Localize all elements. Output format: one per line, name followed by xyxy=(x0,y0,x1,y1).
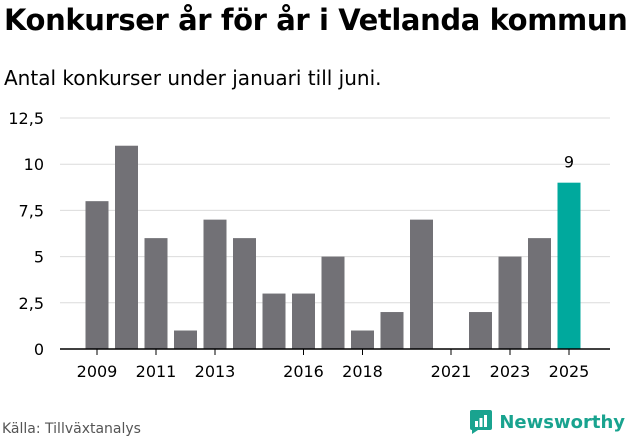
y-tick-label: 12,5 xyxy=(8,109,44,128)
y-tick-label: 10 xyxy=(24,155,44,174)
x-tick-label: 2016 xyxy=(283,362,324,381)
bar xyxy=(321,256,345,349)
bar xyxy=(144,238,168,349)
chart-subtitle: Antal konkurser under januari till juni. xyxy=(4,66,382,90)
bar xyxy=(233,238,256,349)
bar xyxy=(380,312,404,349)
bar-chart: 0 2,5 5 7,5 10 12,5 9 2009 2011 2013 2016 2018 2021 2… xyxy=(8,109,610,381)
bar xyxy=(174,330,197,349)
x-tick-label: 2009 xyxy=(77,362,118,381)
newsworthy-brand: Newsworthy xyxy=(469,409,625,435)
y-tick-label: 5 xyxy=(34,248,44,267)
chart-title: Konkurser år för år i Vetlanda kommun xyxy=(4,3,628,37)
bar xyxy=(351,330,374,349)
bar xyxy=(262,293,286,349)
bar xyxy=(410,219,433,349)
x-tick-label: 2021 xyxy=(431,362,472,381)
x-tick-label: 2018 xyxy=(342,362,383,381)
bar xyxy=(557,182,581,349)
bar xyxy=(203,219,227,349)
x-tick-label: 2025 xyxy=(549,362,590,381)
x-tick-label: 2011 xyxy=(136,362,177,381)
bar xyxy=(85,201,109,349)
bar xyxy=(528,238,551,349)
y-tick-label: 7,5 xyxy=(19,201,44,220)
bar xyxy=(115,145,138,349)
y-tick-label: 0 xyxy=(34,340,44,359)
bar xyxy=(292,293,315,349)
brand-name: Newsworthy xyxy=(499,411,625,433)
data-label: 9 xyxy=(564,153,574,172)
bar xyxy=(498,256,522,349)
source-note: Källa: Tillväxtanalys xyxy=(2,421,141,437)
newsworthy-logo-icon xyxy=(470,410,493,434)
x-tick-label: 2013 xyxy=(195,362,236,381)
x-tick-label: 2023 xyxy=(490,362,531,381)
y-tick-label: 2,5 xyxy=(19,294,44,313)
bar xyxy=(469,312,492,349)
